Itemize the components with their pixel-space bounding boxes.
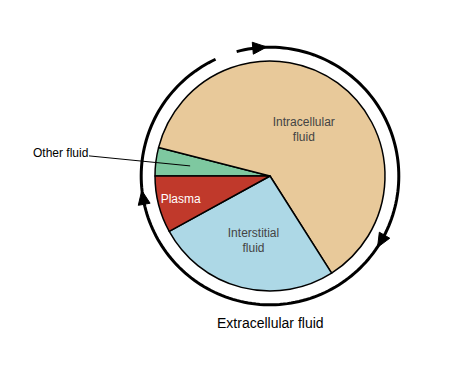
svg-text:Interstitialfluid: Interstitialfluid xyxy=(228,226,279,256)
svg-text:Other fluid: Other fluid xyxy=(33,146,88,160)
svg-text:Plasma: Plasma xyxy=(161,192,201,206)
svg-text:Extracellular fluid: Extracellular fluid xyxy=(217,315,324,331)
svg-text:Intracellularfluid: Intracellularfluid xyxy=(273,115,335,145)
